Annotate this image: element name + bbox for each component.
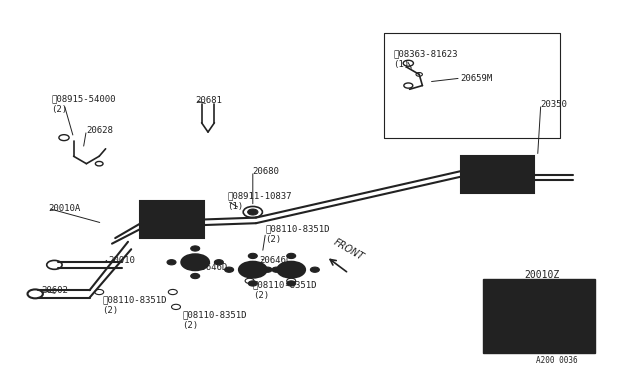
Circle shape <box>191 273 200 279</box>
Bar <box>461 156 534 193</box>
Text: ⒱08110-8351D
(2): ⒱08110-8351D (2) <box>102 295 167 315</box>
Circle shape <box>287 281 296 286</box>
Bar <box>384 33 560 138</box>
Text: 20602: 20602 <box>42 286 68 295</box>
Bar <box>140 201 204 238</box>
Circle shape <box>181 254 209 270</box>
Text: 20680: 20680 <box>253 167 280 176</box>
Circle shape <box>248 281 257 286</box>
Text: ⒱08110-8351D
(2): ⒱08110-8351D (2) <box>266 225 330 244</box>
Text: 20010A: 20010A <box>48 204 80 213</box>
Text: 20646D: 20646D <box>195 263 227 272</box>
Circle shape <box>248 253 257 259</box>
Circle shape <box>214 260 223 265</box>
Circle shape <box>263 267 272 272</box>
Text: FRONT: FRONT <box>332 237 365 262</box>
Text: ⒱08110-8351D
(2): ⒱08110-8351D (2) <box>182 310 247 330</box>
Text: 20010Z: 20010Z <box>525 270 560 280</box>
Text: 20628: 20628 <box>86 126 113 135</box>
Text: Ⓦ08915-54000
(2): Ⓦ08915-54000 (2) <box>51 94 116 114</box>
Circle shape <box>310 267 319 272</box>
Text: A200 0036: A200 0036 <box>536 356 578 365</box>
Text: ⒱08110-8351D
(2): ⒱08110-8351D (2) <box>253 280 317 300</box>
Circle shape <box>225 267 234 272</box>
Circle shape <box>191 246 200 251</box>
Text: 20659M: 20659M <box>461 74 493 83</box>
Circle shape <box>245 265 260 274</box>
Circle shape <box>248 209 258 215</box>
Circle shape <box>284 265 299 274</box>
Text: 20010: 20010 <box>109 256 136 265</box>
Circle shape <box>167 260 176 265</box>
Text: 20681: 20681 <box>195 96 222 105</box>
Bar <box>483 279 595 353</box>
Circle shape <box>272 267 281 272</box>
Text: 20350: 20350 <box>541 100 568 109</box>
Circle shape <box>239 262 267 278</box>
Text: Ⓞ08911-10837
(1): Ⓞ08911-10837 (1) <box>227 191 292 211</box>
Text: 20646C: 20646C <box>259 256 291 265</box>
Circle shape <box>287 253 296 259</box>
Circle shape <box>277 262 305 278</box>
Text: Ⓚ08363-81623
(1): Ⓚ08363-81623 (1) <box>394 50 458 69</box>
Circle shape <box>188 258 203 267</box>
